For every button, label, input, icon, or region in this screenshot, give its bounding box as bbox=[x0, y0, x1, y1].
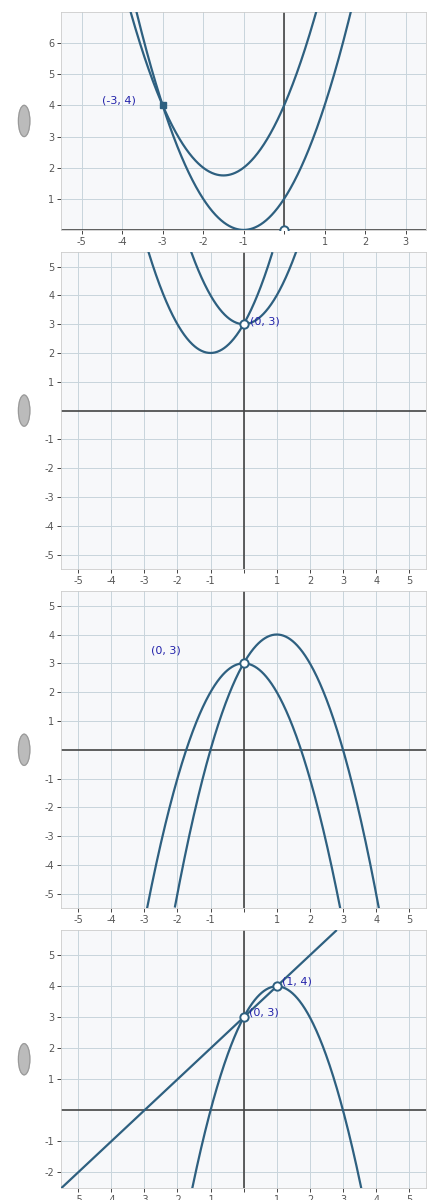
Text: (0, 3): (0, 3) bbox=[250, 316, 279, 326]
Text: (1, 4): (1, 4) bbox=[281, 977, 311, 986]
Text: (-3, 4): (-3, 4) bbox=[102, 96, 135, 106]
Text: (0, 3): (0, 3) bbox=[248, 1008, 278, 1018]
Text: (0, 3): (0, 3) bbox=[151, 646, 180, 655]
